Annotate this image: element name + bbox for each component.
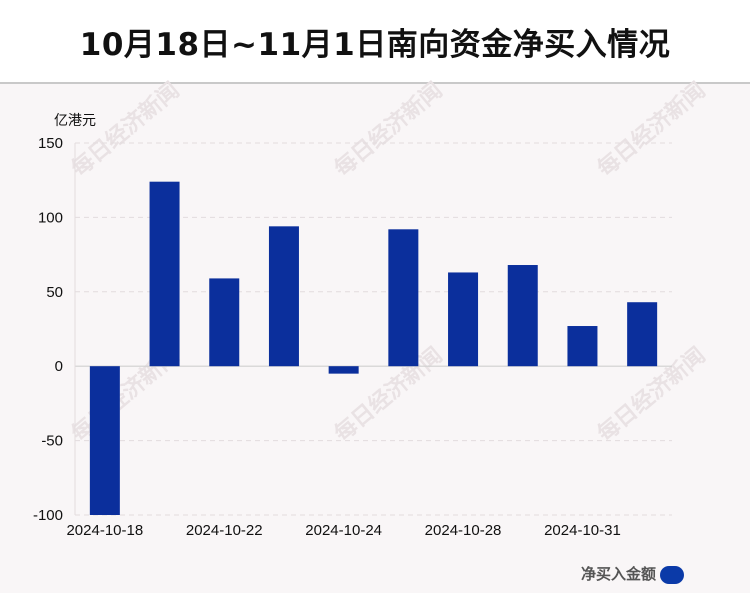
bar: [328, 366, 359, 374]
y-unit-label: 亿港元: [54, 113, 96, 129]
bar: [149, 181, 180, 367]
y-tick-label: 50: [46, 284, 63, 301]
bar: [388, 229, 419, 367]
legend-swatch: [660, 566, 684, 584]
bar: [448, 272, 479, 367]
legend-label: 净买入金额: [581, 565, 656, 583]
bar: [89, 366, 120, 515]
bar: [567, 326, 598, 367]
watermark-text: 每日经济新闻: [593, 77, 711, 182]
bars: [89, 181, 658, 515]
chart-title: 10月18日~11月1日南向资金净买入情况: [79, 26, 671, 63]
title-bar: 10月18日~11月1日南向资金净买入情况: [0, 0, 750, 84]
y-tick-label: 150: [38, 135, 63, 152]
plot-background: [0, 84, 750, 593]
y-tick-label: 0: [55, 358, 63, 375]
watermark-text: 每日经济新闻: [330, 77, 448, 182]
x-tick-label: 2024-10-24: [305, 522, 382, 539]
x-axis: 2024-10-18 2024-10-22 2024-10-24 2024-10-28…: [66, 522, 620, 539]
bar: [268, 226, 299, 367]
y-tick-label: -50: [41, 433, 63, 450]
x-tick-label: 2024-10-18: [66, 522, 143, 539]
x-tick-label: 2024-10-22: [186, 522, 263, 539]
x-tick-label: 2024-10-31: [544, 522, 621, 539]
y-tick-label: -100: [33, 507, 63, 524]
y-tick-label: 100: [38, 209, 63, 226]
bar: [627, 302, 658, 367]
watermark-text: 每日经济新闻: [67, 77, 185, 182]
y-axis: 150 100 50 0 -50 -100: [33, 135, 63, 524]
x-tick-label: 2024-10-28: [425, 522, 502, 539]
legend: 净买入金额: [581, 565, 684, 584]
bar: [507, 265, 538, 367]
bar: [209, 278, 240, 367]
